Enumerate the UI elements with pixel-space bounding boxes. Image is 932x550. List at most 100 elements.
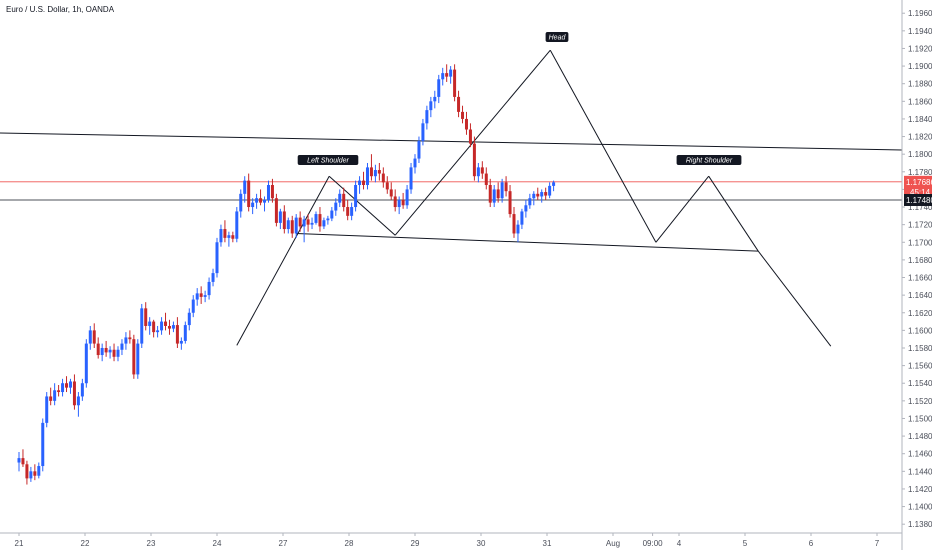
- x-axis[interactable]: 21 22 23 24 27 28 29 30 31 Aug 09:00 4 5 6 7: [15, 533, 880, 548]
- y-tick-label: 1.15200: [908, 397, 932, 406]
- candle-body: [219, 229, 223, 243]
- y-tick-label: 1.18600: [908, 97, 932, 106]
- candle-body: [29, 471, 33, 479]
- candle-body: [223, 229, 227, 238]
- y-tick-label: 1.17400: [908, 203, 932, 212]
- y-tick-label: 1.19400: [908, 27, 932, 36]
- candle-body: [318, 214, 322, 227]
- y-tick-label: 1.16400: [908, 291, 932, 300]
- y-tick-label: 1.14200: [908, 485, 932, 494]
- candle-body: [330, 210, 334, 219]
- candle-body: [350, 207, 354, 216]
- x-tick-label: 5: [743, 539, 748, 548]
- pattern-segment: [328, 175, 396, 236]
- candle-body: [437, 79, 441, 97]
- candle-body: [215, 242, 219, 274]
- candle-body: [286, 220, 290, 230]
- y-tick-label: 1.18400: [908, 115, 932, 124]
- candle-body: [512, 214, 516, 234]
- candle-body: [140, 308, 144, 344]
- price-badges: 1.1768645:141.17480: [904, 175, 932, 206]
- x-tick-label: 7: [875, 539, 880, 548]
- candle-body: [45, 396, 49, 423]
- y-tick-label: 1.14600: [908, 450, 932, 459]
- candle-body: [322, 220, 326, 227]
- candle-body: [17, 458, 21, 463]
- candle-body: [96, 343, 100, 356]
- candle-body: [453, 69, 457, 97]
- candle-body: [389, 189, 393, 197]
- candle-body: [227, 235, 231, 238]
- y-tick-label: 1.15600: [908, 362, 932, 371]
- candle-body: [449, 69, 453, 77]
- candle-body: [548, 185, 552, 196]
- candle-body: [274, 198, 278, 223]
- candle-body: [294, 217, 298, 234]
- x-tick-label: 4: [677, 539, 682, 548]
- candle-body: [504, 182, 508, 192]
- candle-body: [468, 129, 472, 144]
- candle-body: [524, 205, 528, 212]
- pattern-segment: [236, 175, 330, 346]
- candle-body: [516, 224, 520, 234]
- candle-body: [259, 198, 263, 203]
- candle-body: [508, 191, 512, 215]
- candle-body: [195, 293, 199, 300]
- candle-body: [132, 339, 136, 375]
- candle-body: [235, 211, 239, 239]
- pattern-segment: [757, 250, 832, 347]
- candle-body: [49, 396, 53, 401]
- y-tick-label: 1.15000: [908, 414, 932, 423]
- candle-body: [251, 202, 255, 208]
- candle-body: [373, 170, 377, 177]
- candle-body: [484, 173, 488, 186]
- candle-body: [247, 180, 251, 208]
- candle-body: [464, 118, 468, 130]
- candle-body: [282, 211, 286, 230]
- x-tick-label: 24: [213, 539, 222, 548]
- candle-body: [266, 185, 270, 200]
- x-tick-label: 31: [543, 539, 552, 548]
- pattern-segment: [549, 49, 657, 243]
- candle-body: [544, 192, 548, 196]
- y-tick-label: 1.15400: [908, 379, 932, 388]
- candle-body: [108, 349, 112, 353]
- y-tick-label: 1.14000: [908, 503, 932, 512]
- annotation-tag-label: Left Shoulder: [307, 158, 349, 165]
- pattern-segment: [708, 175, 759, 252]
- candle-body: [532, 193, 536, 199]
- x-tick-label: 22: [81, 539, 90, 548]
- candle-body: [520, 211, 524, 225]
- candle-body: [393, 196, 397, 208]
- candle-body: [306, 219, 310, 225]
- y-tick-label: 1.18200: [908, 133, 932, 142]
- candle-body: [207, 281, 211, 296]
- candle-body: [397, 199, 401, 208]
- level-price-label: 1.17480: [906, 196, 932, 205]
- candle-body: [53, 390, 57, 401]
- candle-body: [472, 143, 476, 177]
- last-price-label: 1.17686: [906, 178, 932, 187]
- annotation-tag-bg: [545, 32, 569, 42]
- candle-body: [128, 337, 132, 340]
- candle-body: [429, 101, 433, 111]
- candles-layer: [17, 64, 556, 485]
- candle-body: [65, 383, 69, 388]
- candle-body: [239, 193, 243, 212]
- pattern-segment: [394, 49, 551, 236]
- candle-body: [243, 180, 247, 194]
- candle-body: [401, 199, 405, 206]
- y-tick-label: 1.16600: [908, 274, 932, 283]
- candle-body: [334, 202, 338, 211]
- candle-body: [92, 330, 96, 344]
- y-tick-label: 1.14800: [908, 432, 932, 441]
- candle-body: [290, 220, 294, 234]
- candle-body: [310, 222, 314, 225]
- annotation-tag-bg: [297, 155, 359, 165]
- x-tick-label: 21: [15, 539, 24, 548]
- candle-body: [298, 217, 302, 227]
- x-tick-label: Aug: [606, 539, 620, 548]
- x-tick-label: 09:00: [643, 539, 664, 548]
- candle-body: [270, 185, 274, 199]
